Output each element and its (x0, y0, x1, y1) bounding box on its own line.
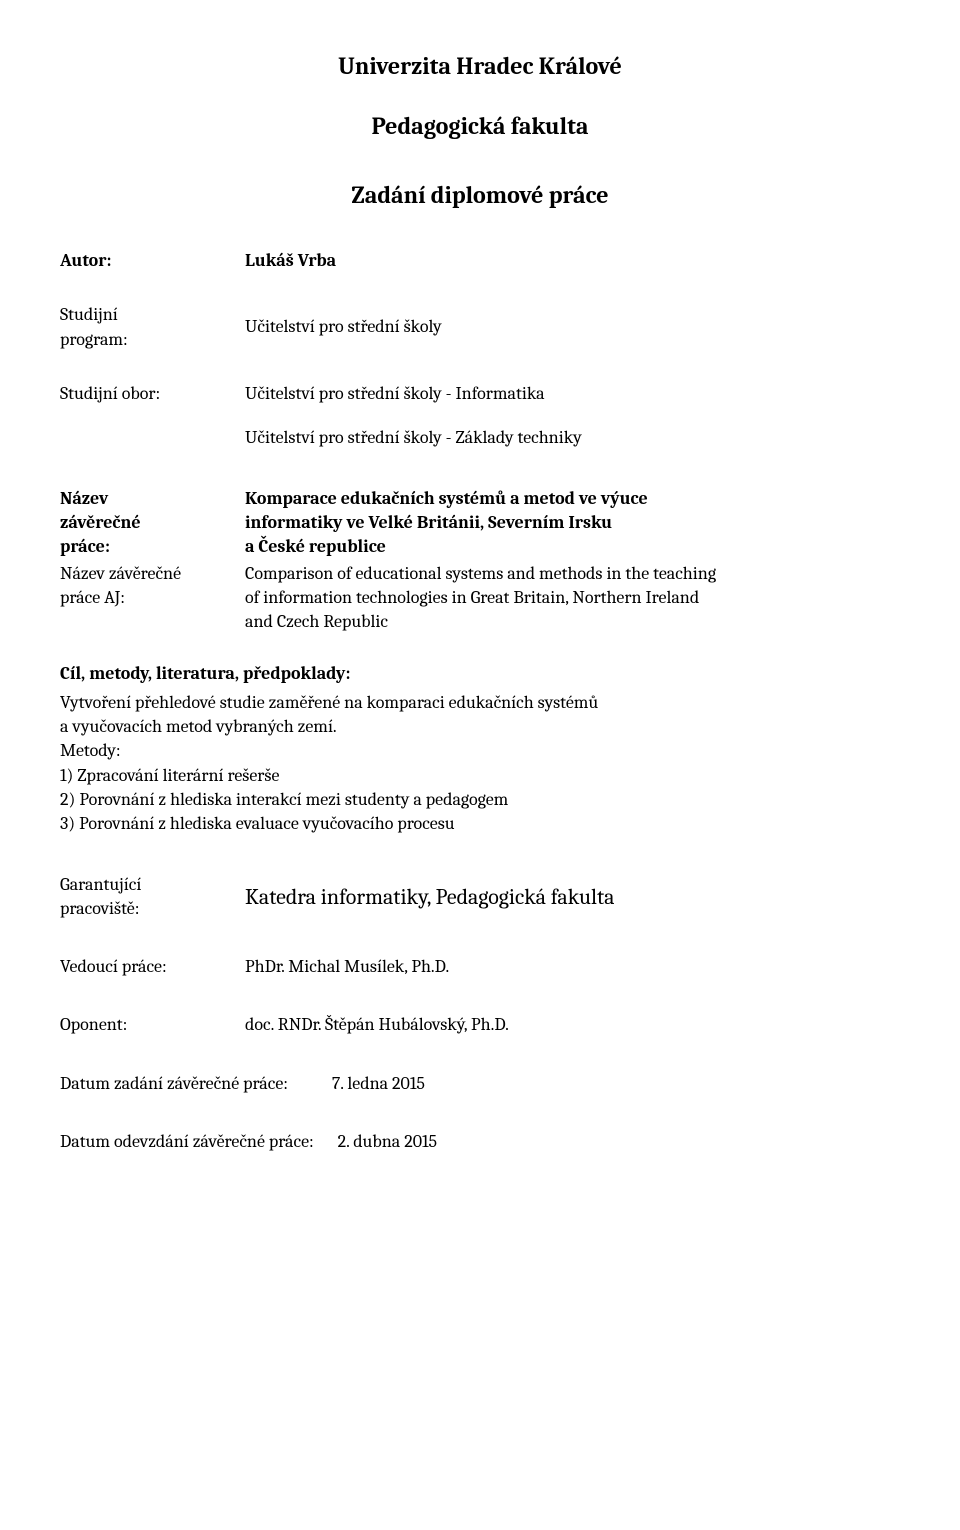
methods-line-3: Metody: (60, 739, 900, 763)
department-label-l2: pracoviště: (60, 897, 245, 921)
date-submitted-label: Datum odevzdání závěrečné práce: (60, 1131, 314, 1152)
faculty-name: Pedagogická fakulta (60, 110, 900, 142)
methods-line-6: 3) Porovnání z hlediska evaluace vyučova… (60, 812, 900, 836)
methods-line-5: 2) Porovnání z hlediska interakcí mezi s… (60, 788, 900, 812)
thesis-title-en-value-l2: of information technologies in Great Bri… (245, 586, 900, 610)
thesis-title-en-value-l1: Comparison of educational systems and me… (245, 562, 900, 586)
thesis-title-en-label-l2: práce AJ: (60, 586, 245, 610)
study-program-label-line1: Studijní (60, 303, 245, 327)
date-assigned-value: 7. ledna 2015 (332, 1072, 425, 1096)
department-label-l1: Garantující (60, 873, 245, 897)
methods-line-2: a vyučovacích metod vybraných zemí. (60, 715, 900, 739)
opponent-value: doc. RNDr. Štěpán Hubálovský, Ph.D. (245, 1013, 900, 1037)
thesis-title-cz-label-l3: práce: (60, 535, 245, 559)
supervisor-value: PhDr. Michal Musílek, Ph.D. (245, 955, 900, 979)
study-program-label: Studijní program: (60, 303, 245, 352)
department-label: Garantující pracoviště: (60, 873, 245, 922)
study-field-label: Studijní obor: (60, 382, 245, 406)
date-submitted-row: Datum odevzdání závěrečné práce: 2. dubn… (60, 1130, 900, 1154)
thesis-title-en-value: Comparison of educational systems and me… (245, 562, 900, 635)
thesis-title-cz-label: Název závěrečné práce: (60, 487, 245, 560)
methods-body: Vytvoření přehledové studie zaměřené na … (60, 691, 900, 837)
thesis-title-cz-value: Komparace edukačních systémů a metod ve … (245, 487, 900, 560)
opponent-label: Oponent: (60, 1013, 245, 1037)
study-field-value-2: Učitelství pro střední školy - Základy t… (245, 426, 900, 450)
author-label: Autor: (60, 249, 245, 273)
study-field-value-1: Učitelství pro střední školy - Informati… (245, 382, 900, 406)
author-value: Lukáš Vrba (245, 249, 900, 273)
university-name: Univerzita Hradec Králové (60, 50, 900, 82)
date-assigned-row: Datum zadání závěrečné práce: 7. ledna 2… (60, 1072, 900, 1096)
thesis-title-cz-value-l2: informatiky ve Velké Británii, Severním … (245, 511, 900, 535)
methods-line-1: Vytvoření přehledové studie zaměřené na … (60, 691, 900, 715)
thesis-title-en-value-l3: and Czech Republic (245, 610, 900, 634)
thesis-title-cz-value-l3: a České republice (245, 535, 900, 559)
study-program-value: Učitelství pro střední školy (245, 303, 900, 339)
date-assigned-label: Datum zadání závěrečné práce: (60, 1073, 288, 1094)
thesis-title-cz-value-l1: Komparace edukačních systémů a metod ve … (245, 487, 900, 511)
document-title: Zadání diplomové práce (60, 179, 900, 211)
thesis-title-cz-label-l1: Název (60, 487, 245, 511)
study-program-label-line2: program: (60, 328, 245, 352)
methods-line-4: 1) Zpracování literární rešerše (60, 764, 900, 788)
date-submitted-value: 2. dubna 2015 (338, 1130, 438, 1154)
supervisor-label: Vedoucí práce: (60, 955, 245, 979)
thesis-title-en-label-l1: Název závěrečné (60, 562, 245, 586)
methods-heading: Cíl, metody, literatura, předpoklady: (60, 662, 900, 686)
department-value: Katedra informatiky, Pedagogická fakulta (245, 873, 900, 913)
thesis-title-en-label: Název závěrečné práce AJ: (60, 562, 245, 611)
thesis-title-cz-label-l2: závěrečné (60, 511, 245, 535)
